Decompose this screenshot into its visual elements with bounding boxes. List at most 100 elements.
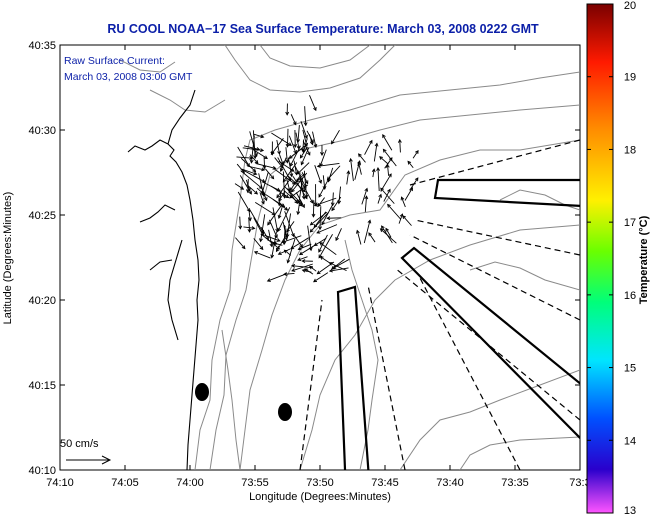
current-vector [234, 183, 245, 190]
current-vector [282, 162, 298, 183]
current-vector [319, 242, 337, 256]
bearing-line [419, 277, 521, 470]
y-axis-title: Latitude (Degrees:Minutes) [2, 192, 14, 325]
current-vector [412, 149, 419, 159]
contour-line [459, 436, 580, 470]
current-vector [245, 179, 251, 192]
current-vector [357, 161, 362, 175]
y-tick-label: 40:25 [28, 210, 56, 222]
current-vector [318, 206, 323, 231]
current-vector [289, 145, 301, 167]
current-vector [295, 173, 306, 183]
current-vector [318, 234, 328, 253]
coastline [127, 89, 200, 470]
current-vector [281, 235, 302, 244]
current-vector [259, 192, 265, 205]
contour-line [119, 59, 176, 73]
current-vector [296, 202, 301, 216]
current-annotation-line1: Raw Surface Current: [64, 55, 165, 67]
coastline-north [167, 89, 196, 145]
current-vector [277, 157, 292, 182]
contour-line [344, 239, 379, 470]
contour-line [224, 45, 396, 93]
survey-boxes [336, 178, 580, 470]
current-vector [379, 156, 389, 165]
current-vector [286, 178, 291, 192]
colorbar-scale [586, 3, 614, 514]
current-vector [377, 193, 382, 204]
current-vector [361, 187, 369, 205]
current-vector [259, 214, 266, 243]
current-vector [379, 228, 397, 244]
coastline-inlet [127, 139, 169, 153]
current-vector [317, 197, 325, 208]
current-vector [247, 217, 252, 233]
current-vector [285, 128, 290, 148]
current-vector [332, 258, 350, 269]
station-marker [278, 403, 292, 421]
current-vector [272, 207, 280, 233]
current-vector [293, 160, 299, 176]
x-tick-label: 73:55 [241, 477, 269, 489]
current-vector [274, 157, 284, 169]
contour-line [209, 104, 580, 470]
current-vector [380, 187, 395, 204]
current-vector [247, 165, 266, 172]
current-vector [387, 203, 402, 220]
x-tick-label: 74:00 [176, 477, 204, 489]
x-tick-label: 73:3 [569, 477, 590, 489]
station-marker [195, 383, 209, 401]
bearing-line [414, 219, 580, 256]
current-vector [296, 162, 310, 175]
survey-box-east [433, 178, 580, 207]
current-vector [290, 237, 309, 250]
y-tick-label: 40:35 [28, 40, 56, 52]
current-vector [238, 216, 243, 230]
current-vector [235, 237, 246, 250]
survey-box-south [336, 285, 370, 470]
y-tick-label: 40:30 [28, 125, 56, 137]
current-vector [356, 229, 362, 245]
current-vector [291, 264, 314, 269]
current-vector [409, 177, 419, 191]
x-tick-label: 74:10 [46, 477, 74, 489]
current-vector [278, 190, 286, 202]
current-vector [268, 229, 274, 248]
y-tick-label: 40:10 [28, 465, 56, 477]
x-tick-label: 73:50 [306, 477, 334, 489]
current-vector [298, 243, 318, 256]
figure-title: RU COOL NOAA−17 Sea Surface Temperature:… [107, 22, 539, 36]
current-vector [311, 200, 316, 218]
current-vector [253, 238, 264, 251]
current-vector [286, 238, 296, 264]
current-vector [277, 206, 283, 219]
colorbar-tick-label: 20 [624, 0, 636, 12]
contour-line [299, 224, 580, 470]
current-vector [264, 234, 281, 242]
coastline-river [139, 204, 176, 223]
current-vector [253, 133, 265, 139]
current-vector [240, 168, 266, 183]
scale-vector-label: 50 cm/s [60, 438, 99, 450]
current-vector [242, 147, 265, 153]
current-vector [270, 141, 275, 156]
current-vector [297, 256, 308, 262]
colorbar-tick-label: 14 [624, 435, 636, 447]
current-vector [371, 168, 376, 178]
current-vector [268, 219, 278, 239]
current-vector [248, 210, 252, 222]
current-vector [364, 195, 369, 212]
current-vector [312, 131, 318, 149]
current-vector [285, 147, 290, 164]
current-vector [309, 211, 328, 226]
y-axis: 40:35 40:30 40:25 40:20 40:15 40:10 [28, 40, 580, 477]
x-axis: 74:10 74:05 74:00 73:55 73:50 73:45 73:40 73:35… [46, 45, 591, 489]
current-vector [335, 228, 342, 242]
current-vector [296, 125, 301, 144]
current-vector [301, 268, 312, 273]
y-tick-label: 40:15 [28, 380, 56, 392]
current-vector [292, 233, 303, 248]
contour-line [499, 189, 580, 211]
current-vector [346, 170, 351, 185]
current-vector [299, 146, 308, 159]
